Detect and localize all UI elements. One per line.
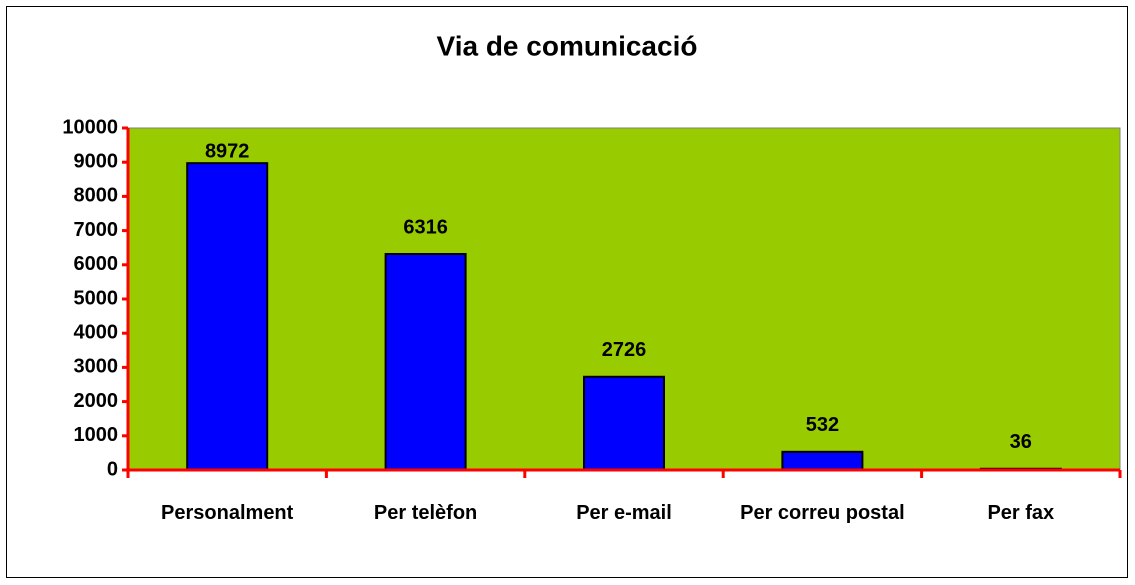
y-tick-label: 8000: [74, 185, 119, 207]
bar: [186, 162, 269, 471]
y-tick-label: 1000: [74, 424, 119, 446]
x-tick-label: Per fax: [987, 502, 1055, 524]
data-label: 2726: [602, 339, 647, 361]
x-tick-label: Personalment: [161, 502, 294, 524]
y-tick-label: 9000: [74, 150, 119, 172]
y-tick-label: 5000: [74, 287, 119, 309]
x-tick-label: Per correu postal: [740, 502, 905, 524]
bar: [583, 375, 665, 472]
data-label: 532: [806, 414, 839, 436]
data-label: 36: [1010, 431, 1032, 453]
bar: [384, 252, 467, 471]
y-tick-label: 10000: [62, 116, 118, 138]
x-tick-label: Per telèfon: [373, 502, 478, 524]
bar: [781, 450, 864, 472]
y-tick-label: 2000: [74, 390, 119, 412]
y-tick-label: 3000: [74, 356, 119, 378]
y-tick-label: 6000: [74, 253, 119, 275]
y-tick-label: 0: [107, 458, 118, 480]
x-tick-label: Per e-mail: [576, 502, 672, 524]
data-label: 6316: [403, 216, 448, 238]
chart-title: Via de comunicació: [437, 30, 698, 61]
y-tick-label: 4000: [74, 321, 119, 343]
y-tick-label: 7000: [74, 219, 119, 241]
data-label: 8972: [205, 140, 250, 162]
